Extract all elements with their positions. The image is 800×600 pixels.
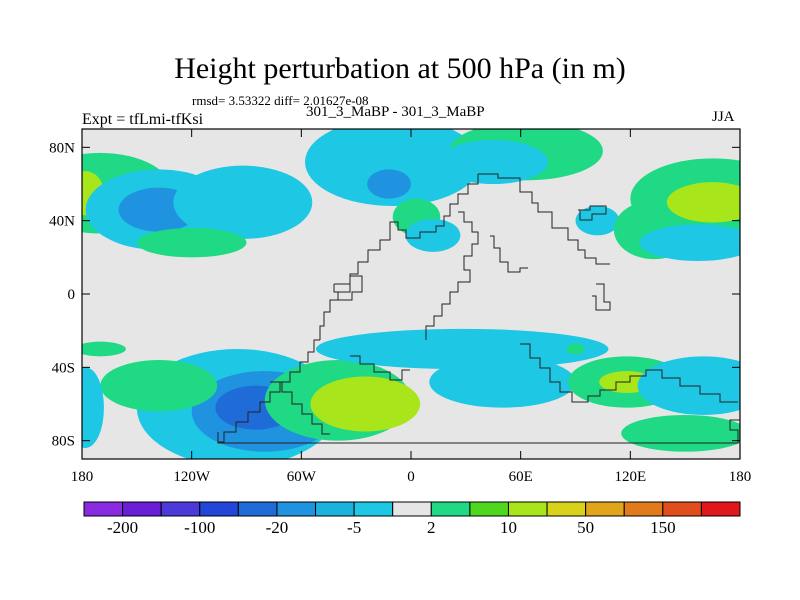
anomaly-region-21 [100, 360, 218, 412]
axis-ticks: 180 120W 60W 0 60E 120E 180 80N 40N 0 40S 80S [49, 129, 751, 485]
continent-outline [217, 173, 740, 444]
colorbar-swatch-9 [392, 501, 432, 517]
chart-title: Height perturbation at 500 hPa (in m) [174, 52, 626, 85]
y-tick-label-2: 40N [49, 214, 75, 230]
colorbar-label-7: 50 [577, 518, 594, 537]
colorbar-swatch-4 [199, 501, 239, 517]
colorbar: -200 -100 -20 -5 2 10 50 150 [83, 501, 741, 537]
y-tick-label-1: 80N [49, 140, 75, 156]
y-tick-label-5: 80S [52, 434, 75, 450]
y-tick-label-3: 0 [68, 287, 76, 303]
colorbar-swatch-6 [276, 501, 317, 517]
colorbar-swatch-3 [160, 501, 201, 517]
anomaly-region-24 [82, 367, 104, 448]
x-tick-label-1: 180 [71, 469, 94, 485]
colorbar-swatch-10 [430, 501, 471, 517]
season-label: JJA [712, 109, 735, 125]
colorbar-label-8: 150 [650, 518, 676, 537]
colorbar-swatch-11 [469, 501, 509, 517]
anomaly-region-27 [429, 356, 576, 408]
colorbar-swatch-8 [353, 501, 394, 517]
colorbar-swatch-2 [122, 501, 162, 517]
anomaly-region-23 [310, 376, 421, 432]
colorbar-label-4: -5 [347, 518, 361, 537]
x-tick-label-5: 60E [509, 469, 533, 485]
colorbar-swatch-13 [546, 501, 587, 517]
anomaly-region-5 [173, 165, 313, 239]
anomaly-region-31 [637, 356, 740, 415]
x-tick-label-7: 180 [729, 469, 752, 485]
experiment-label: Expt = tfLmi-tfKsi [82, 111, 204, 128]
anomaly-region-13 [575, 206, 620, 236]
anomaly-region-17 [639, 224, 740, 261]
x-tick-label-3: 60W [287, 469, 317, 485]
colorbar-swatch-15 [623, 501, 664, 517]
anomaly-region-7 [305, 129, 481, 206]
colorbar-label-6: 10 [500, 518, 517, 537]
x-tick-label-4: 0 [407, 469, 415, 485]
y-tick-label-4: 40S [52, 360, 75, 376]
colorbar-swatch-14 [585, 501, 625, 517]
colorbar-label-2: -100 [184, 518, 215, 537]
anomaly-region-25 [82, 341, 126, 357]
colorbar-swatch-17 [700, 501, 741, 517]
colorbar-swatch-16 [662, 501, 702, 517]
anomaly-region-28 [566, 343, 585, 355]
anomaly-region-12 [405, 218, 461, 252]
x-tick-label-6: 120E [614, 469, 646, 485]
stats-text: rmsd= 3.53322 diff= 2.01627e-08 [192, 93, 369, 108]
anomaly-region-32 [621, 415, 740, 452]
anomaly-fill-layer [82, 129, 740, 459]
colorbar-label-5: 2 [427, 518, 436, 537]
x-tick-label-2: 120W [173, 469, 211, 485]
anomaly-region-16 [666, 182, 740, 223]
colorbar-swatch-1 [83, 501, 124, 517]
colorbar-swatch-5 [237, 501, 278, 517]
colorbar-label-1: -200 [107, 518, 138, 537]
colorbar-swatch-12 [507, 501, 548, 517]
anomaly-region-8 [367, 169, 412, 199]
anomaly-region-10 [438, 140, 549, 184]
anomaly-region-6 [136, 228, 247, 258]
subtitle: 301_3_MaBP - 301_3_MaBP [306, 104, 485, 120]
colorbar-swatch-7 [315, 501, 355, 517]
colorbar-label-3: -20 [266, 518, 289, 537]
